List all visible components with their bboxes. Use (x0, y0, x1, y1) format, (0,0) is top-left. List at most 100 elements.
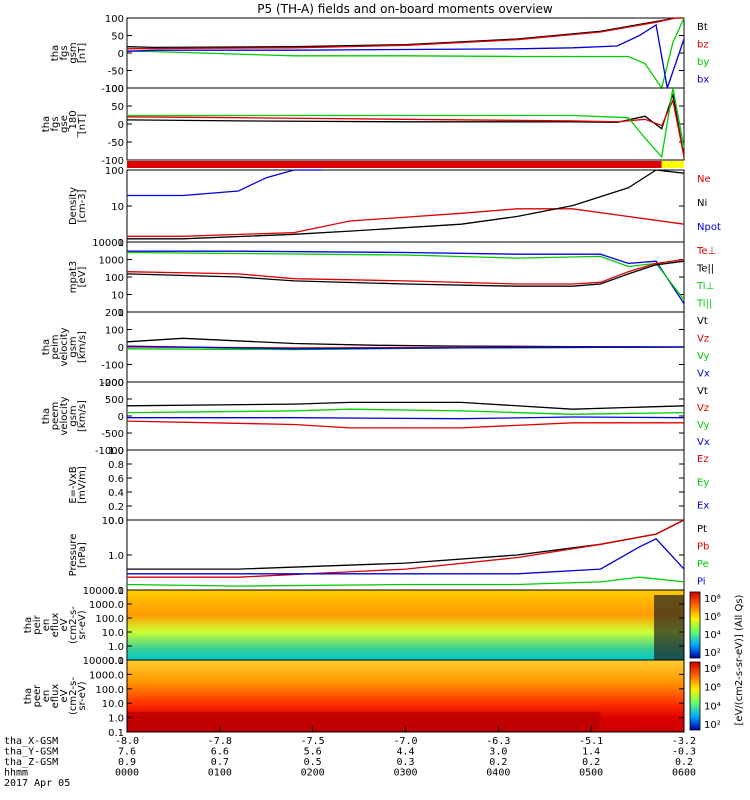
panel-peir-spectrogram: 10000.0 1000.0 100.0 10.0 1.0 0.1 thapeirenefl… (23, 586, 685, 667)
series-Pb (127, 519, 685, 578)
status-bar (127, 161, 662, 168)
x-tick-label: -7.0 (393, 736, 417, 747)
y-tick-label: 0.4 (108, 488, 124, 499)
legend-entry: Vz (697, 403, 709, 414)
colorbar (689, 591, 701, 659)
x-tick-label: -6.3 (486, 736, 510, 747)
legend-entry: Ey (697, 477, 709, 488)
series-black (126, 94, 685, 158)
series-Ni (127, 169, 685, 240)
y-tick-label: 0.2 (108, 502, 124, 513)
panel-frame (126, 381, 685, 451)
y-axis-label: Density (68, 187, 79, 225)
y-tick-label: 0 (118, 120, 124, 131)
y-axis-label: eV (59, 618, 70, 631)
legend-entry: Pb (697, 542, 709, 553)
x-tick-label: 0.2 (489, 757, 507, 768)
x-tick-label: 7.6 (118, 747, 136, 758)
legend-entry: Pi (697, 577, 706, 588)
x-row-label: tha_Y-GSM (4, 747, 58, 758)
y-tick-label: 0.8 (108, 460, 124, 471)
y-tick-label: 0.6 (108, 474, 124, 485)
x-tick-label: -0.3 (672, 747, 696, 758)
colorbar-label: [eV/(cm2-s-sr-eV)] (All Qs) (734, 594, 745, 725)
legend-entry: Vz (697, 334, 709, 345)
panel-temperature: 10000 1000 100 10 1 mpat3[eV] Te⊥ Te|| Ti⊥ Ti|| (68, 238, 716, 319)
colorbar-tick: 10² (704, 648, 721, 659)
series-bx (126, 23, 685, 89)
panel-frame (126, 87, 685, 161)
y-axis-label: en (41, 690, 52, 703)
x-tick-label: 0.7 (211, 757, 229, 768)
series-Bt (126, 17, 684, 49)
y-tick-label: 10 (111, 202, 124, 213)
y-tick-label: 0 (118, 412, 124, 423)
y-axis-label: _ 180 (68, 110, 79, 138)
y-tick-label: 1000 (99, 378, 124, 389)
x-tick-label: 0200 (301, 768, 325, 779)
y-axis-label: tha (50, 45, 61, 61)
y-axis-label: sr-eV) (77, 610, 88, 639)
series-Pi (127, 538, 685, 575)
legend-entry: bx (697, 75, 709, 86)
spectrogram-dark-region (654, 595, 684, 660)
panel-peem-velocity: 1000 500 0 -500 -1000 thapeemvelocitygsm[km/s… (41, 378, 710, 457)
series-Npot (127, 169, 322, 197)
series-bz (126, 17, 684, 50)
legend-entry: Vy (697, 351, 710, 362)
y-tick-label: 200 (105, 308, 124, 319)
colorbar-tick: 10⁶ (704, 683, 721, 694)
y-tick-label: 1000.0 (89, 670, 124, 681)
y-tick-label: 1.0 (108, 551, 124, 562)
colorbars: 10⁸ 10⁶ 10⁴ 10² 10⁸ 10⁶ 10⁴ 10² [eV/(cm2-s-sr-eV… (689, 591, 745, 731)
series-Te (126, 258, 685, 285)
panel-pressure: 10.0 1.0 0.1 Pressure[nPa] Pt Pb Pe Pi (68, 516, 709, 597)
y-tick-label: -1000 (95, 446, 124, 457)
x-tick-label: 6.6 (211, 747, 229, 758)
x-row-label: tha_X-GSM (4, 736, 58, 747)
y-axis-label: [nT] (77, 43, 88, 63)
y-tick-label: 1.0 (108, 714, 124, 725)
y-tick-label: 0.0 (108, 516, 124, 527)
y-axis-label: velocity (59, 327, 70, 366)
y-axis-label: peem (50, 402, 61, 430)
series-Vt (126, 401, 685, 410)
x-tick-label: -8.0 (115, 736, 139, 747)
y-tick-label: 10000.0 (83, 586, 124, 597)
y-axis-label: [mV/m] (77, 466, 88, 504)
y-tick-label: -200 (101, 378, 124, 389)
y-tick-label: 10.0 (102, 516, 124, 527)
panels: 100500-50-100thafgsgsm[nT]Btbzbybx100500… (23, 14, 721, 739)
y-tick-label: 100.0 (95, 614, 124, 625)
y-tick-label: 1000 (99, 256, 124, 267)
x-tick-label: 0.3 (396, 757, 414, 768)
legend-entry: Bt (697, 22, 708, 33)
x-row-label: hhmm (4, 768, 28, 779)
y-tick-label: 0.1 (108, 728, 124, 739)
panel-peer-spectrogram: 10000.0 1000.0 100.0 10.0 1.0 0.1 thapeerenefl… (23, 656, 685, 739)
y-tick-label: -100 (101, 156, 124, 167)
series-Vy (126, 408, 685, 415)
y-axis-label: [eV] (77, 267, 88, 288)
y-axis-label: eV (59, 689, 70, 702)
y-tick-label: 1.0 (108, 642, 124, 653)
series-Te2 (126, 260, 685, 287)
y-axis-label: gse (59, 115, 70, 133)
series-red (126, 98, 685, 158)
y-tick-label: -100 (101, 361, 124, 372)
spectrogram-image (127, 590, 684, 660)
y-axis-label: gsm (68, 42, 79, 63)
y-tick-label: 1 (118, 238, 124, 249)
panel-frame (126, 169, 685, 243)
x-tick-label: 0100 (208, 768, 232, 779)
legend-entry: Ex (697, 501, 709, 512)
y-axis-label: (cm2-s- (68, 606, 79, 644)
legend-entry: bz (697, 40, 709, 51)
x-tick-label: 3.0 (489, 747, 507, 758)
y-axis-label: Pressure (68, 534, 79, 577)
x-tick-label: -7.8 (208, 736, 232, 747)
panel-peim-velocity: 2001000-100-200thapeimvelocitygsm[km/s]V… (41, 308, 710, 389)
panel-frame (126, 519, 685, 591)
